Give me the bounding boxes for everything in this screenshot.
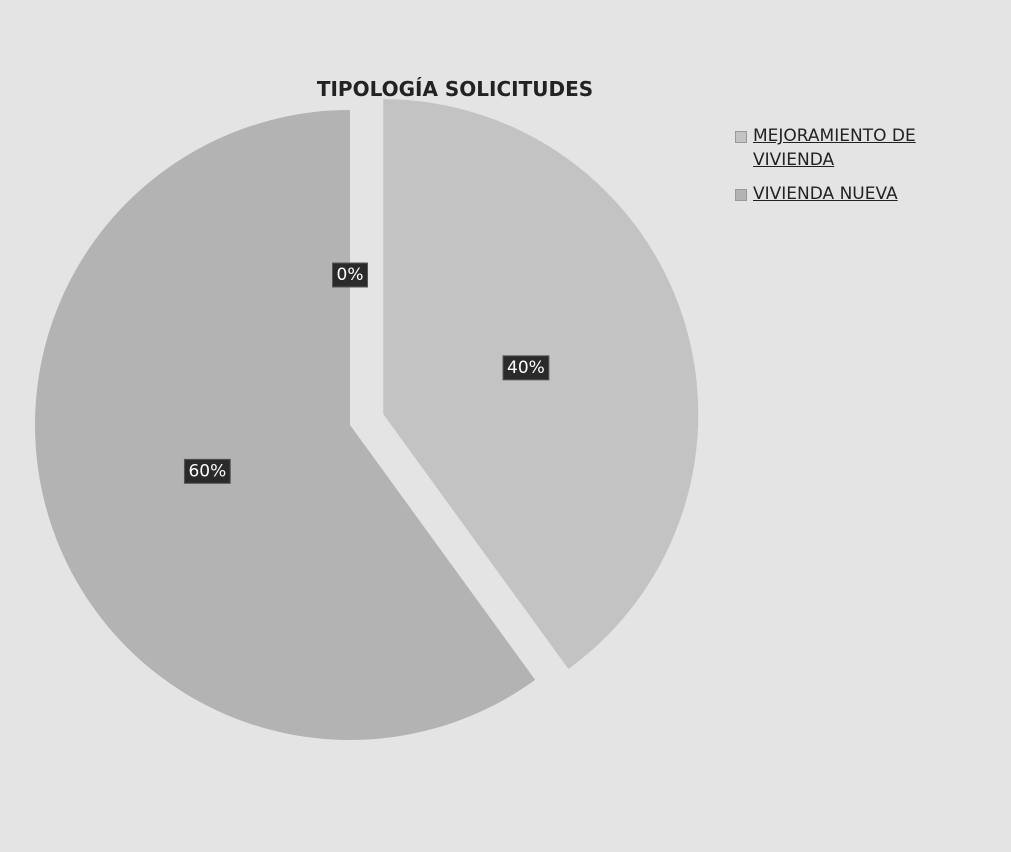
legend-swatch [735,189,747,201]
legend: MEJORAMIENTO DE VIVIENDA VIVIENDA NUEVA [735,124,950,216]
data-label-box [332,262,368,288]
data-label-text: 40% [507,358,545,378]
chart-title: TIPOLOGÍA SOLICITUDES [317,77,593,101]
data-label: 40% [502,355,550,381]
data-label: 0% [332,262,368,288]
legend-swatch [735,131,747,143]
legend-label: VIVIENDA NUEVA [753,184,898,204]
data-label-box [502,355,550,381]
pie-slice [383,99,699,670]
pie-slice [35,110,536,741]
legend-label: MEJORAMIENTO DE VIVIENDA [753,126,916,170]
data-label: 60% [183,458,231,484]
legend-entry: MEJORAMIENTO DE VIVIENDA [735,124,950,172]
data-label-text: 60% [188,461,226,481]
data-label-box [183,458,231,484]
data-label-text: 0% [337,265,364,285]
legend-entry: VIVIENDA NUEVA [735,182,950,206]
